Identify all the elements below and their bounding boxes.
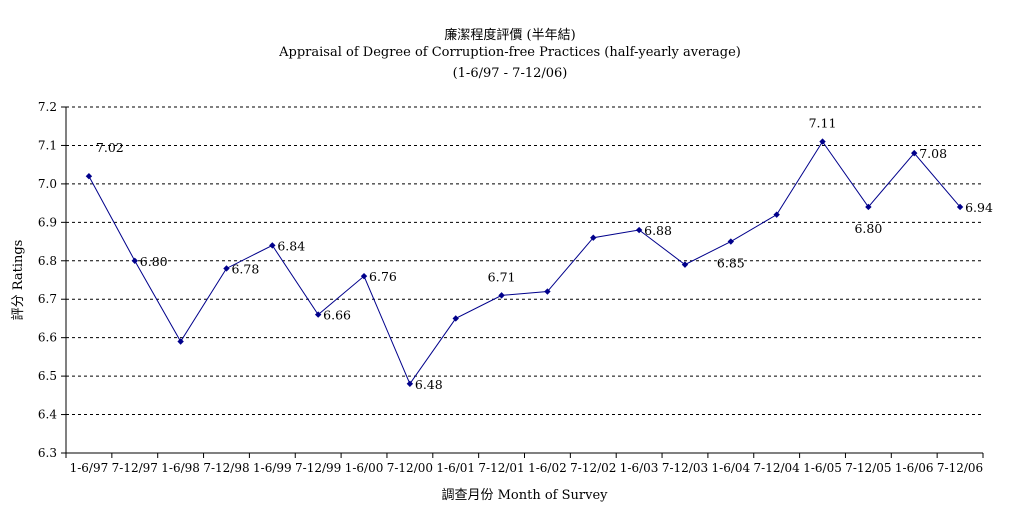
x-tick-label: 1-6/03: [620, 461, 659, 475]
x-tick-label: 7-12/04: [754, 461, 801, 475]
data-point: [223, 265, 230, 272]
data-point: [269, 242, 276, 249]
x-tick-label: 1-6/04: [712, 461, 751, 475]
x-tick-label: 7-12/97: [112, 461, 158, 475]
y-tick-label: 7.0: [38, 177, 57, 191]
x-tick-label: 1-6/00: [345, 461, 384, 475]
data-point: [544, 288, 551, 295]
data-label: 7.02: [96, 140, 124, 155]
data-label: 7.11: [809, 116, 837, 131]
data-label: 6.84: [277, 238, 305, 253]
x-tick-label: 1-6/05: [803, 461, 842, 475]
y-tick-label: 6.7: [38, 292, 57, 306]
y-tick-label: 7.2: [38, 100, 57, 114]
data-label: 7.08: [919, 146, 947, 161]
data-label: 6.76: [369, 269, 397, 284]
x-tick-label: 7-12/03: [662, 461, 708, 475]
y-tick-label: 6.4: [38, 408, 57, 422]
x-tick-label: 7-12/98: [203, 461, 249, 475]
data-label: 6.48: [415, 377, 443, 392]
x-tick-label: 7-12/01: [478, 461, 524, 475]
data-point: [131, 257, 138, 264]
data-label: 6.66: [323, 308, 351, 323]
data-point: [314, 311, 322, 318]
x-tick-label: 7-12/02: [570, 461, 616, 475]
data-point: [406, 380, 414, 387]
data-point: [635, 226, 643, 234]
y-tick-label: 6.5: [38, 369, 57, 383]
data-label: 6.78: [231, 261, 259, 276]
data-point: [773, 211, 780, 218]
series-line: [88, 140, 961, 385]
data-point: [865, 203, 872, 211]
x-tick-label: 1-6/98: [161, 461, 200, 475]
data-point: [177, 338, 184, 345]
y-tick-label: 6.3: [38, 446, 57, 460]
x-tick-label: 1-6/06: [895, 461, 934, 475]
y-tick-label: 6.6: [38, 331, 57, 345]
data-point: [452, 315, 459, 322]
data-label: 6.85: [717, 256, 745, 271]
data-point: [727, 238, 735, 245]
data-point: [956, 203, 964, 211]
data-label: 6.88: [644, 223, 672, 238]
chart-title: 廉潔程度評價 (半年結): [444, 28, 576, 43]
y-tick-label: 7.1: [38, 138, 57, 152]
data-point: [911, 149, 918, 157]
data-point: [681, 261, 689, 268]
y-axis-label: 評分 Ratings: [11, 240, 26, 321]
x-axis-label: 調查月份 Month of Survey: [441, 488, 608, 503]
y-tick-label: 6.9: [38, 215, 57, 229]
x-tick-label: 1-6/97: [70, 461, 109, 475]
x-tick-label: 7-12/06: [937, 461, 983, 475]
chart-period: (1-6/97 - 7-12/06): [452, 66, 568, 81]
data-point: [590, 234, 597, 241]
data-label: 6.94: [965, 200, 993, 215]
data-point: [819, 138, 826, 145]
data-label: 6.80: [854, 221, 882, 236]
x-tick-label: 1-6/99: [253, 461, 292, 475]
data-point: [498, 292, 505, 299]
data-point: [360, 272, 368, 280]
chart-subtitle: Appraisal of Degree of Corruption-free P…: [279, 45, 741, 60]
x-tick-label: 1-6/01: [436, 461, 475, 475]
data-label: 6.71: [488, 269, 516, 284]
x-tick-label: 7-12/00: [387, 461, 433, 475]
x-tick-label: 1-6/02: [528, 461, 567, 475]
x-tick-label: 7-12/05: [845, 461, 891, 475]
x-tick-label: 7-12/99: [295, 461, 341, 475]
data-point: [85, 173, 93, 180]
y-tick-label: 6.8: [38, 254, 57, 268]
data-label: 6.80: [140, 254, 168, 269]
